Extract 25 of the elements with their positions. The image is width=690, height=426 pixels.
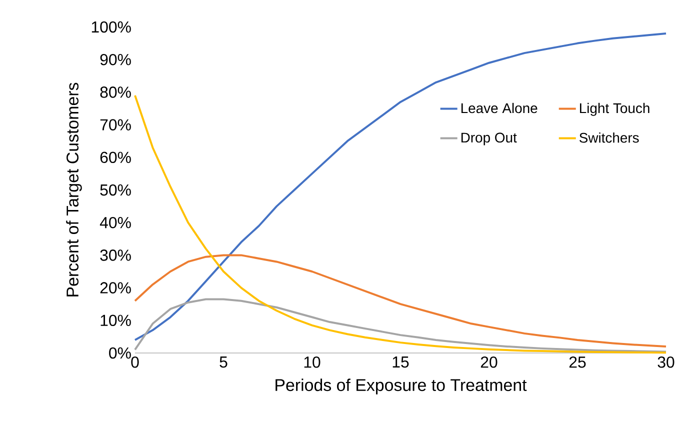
- x-tick-label: 15: [392, 356, 409, 368]
- y-tick-label: 40%: [100, 216, 131, 228]
- legend-label: Leave Alone: [461, 102, 538, 114]
- x-tick-label: 25: [569, 356, 586, 368]
- x-tick-label: 0: [131, 356, 139, 368]
- x-tick-label: 5: [220, 356, 228, 368]
- y-tick-label: 60%: [100, 152, 131, 164]
- legend-label: Switchers: [580, 132, 639, 143]
- legend-label: Drop Out: [461, 132, 517, 146]
- x-tick-label: 30: [658, 356, 674, 368]
- x-axis-title: Periods of Exposure to Treatment: [276, 378, 527, 394]
- y-tick-label: 30%: [100, 250, 131, 261]
- x-tick-label: 20: [480, 356, 498, 368]
- y-tick-label: 20%: [100, 282, 131, 294]
- y-tick-label: 100%: [92, 21, 131, 33]
- legend-label: Light Touch: [580, 102, 650, 116]
- y-tick-label: 0%: [109, 347, 131, 359]
- y-tick-label: 70%: [100, 119, 131, 130]
- y-tick-label: 10%: [100, 314, 131, 326]
- y-tick-label: 90%: [100, 54, 131, 66]
- y-tick-label: 80%: [100, 86, 131, 98]
- y-axis-title: Percent of Target Customers: [66, 82, 82, 296]
- line-series: [134, 298, 668, 353]
- y-tick-label: 50%: [100, 184, 131, 196]
- x-tick-label: 10: [304, 356, 320, 368]
